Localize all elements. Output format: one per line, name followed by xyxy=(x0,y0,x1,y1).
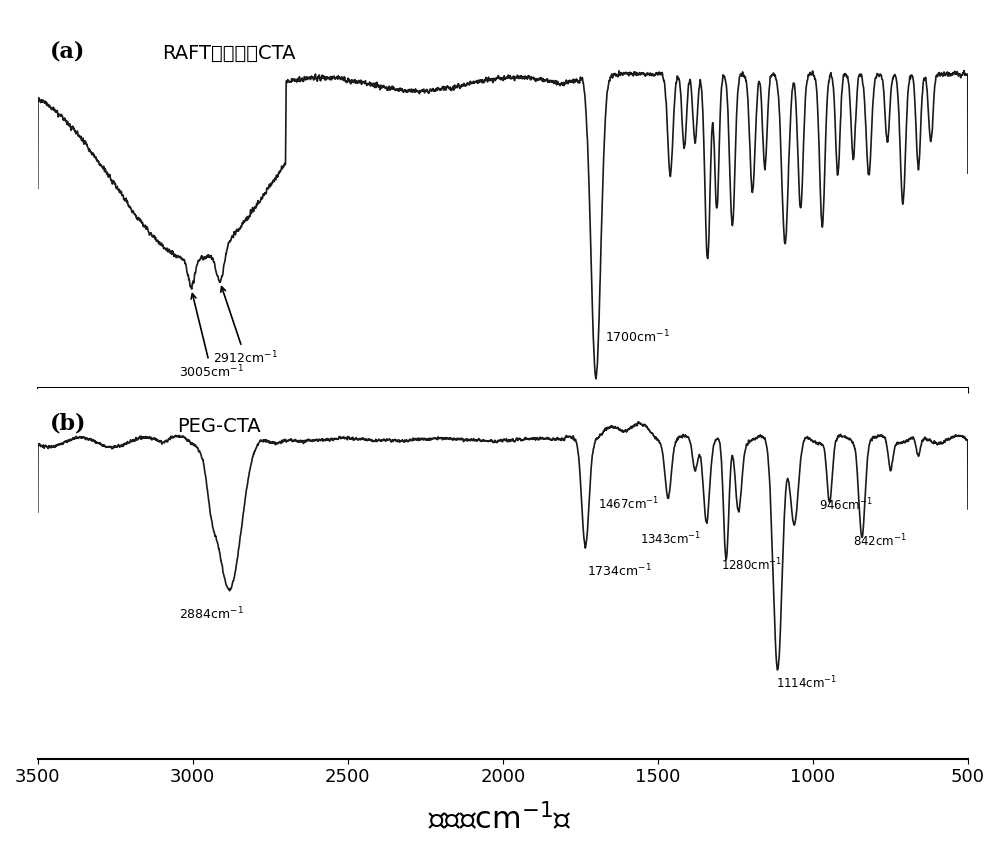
Text: 1114cm$^{-1}$: 1114cm$^{-1}$ xyxy=(776,675,837,691)
Text: 842cm$^{-1}$: 842cm$^{-1}$ xyxy=(853,532,907,549)
Text: PEG-CTA: PEG-CTA xyxy=(177,417,261,437)
Text: 1467cm$^{-1}$: 1467cm$^{-1}$ xyxy=(598,496,659,513)
Text: 946cm$^{-1}$: 946cm$^{-1}$ xyxy=(819,497,873,513)
Text: 3005cm$^{-1}$: 3005cm$^{-1}$ xyxy=(179,293,244,380)
Text: 1343cm$^{-1}$: 1343cm$^{-1}$ xyxy=(640,530,701,547)
Text: 1700cm$^{-1}$: 1700cm$^{-1}$ xyxy=(605,329,670,345)
Text: 1280cm$^{-1}$: 1280cm$^{-1}$ xyxy=(721,557,783,574)
Text: 波数（cm$^{-1}$）: 波数（cm$^{-1}$） xyxy=(428,802,572,835)
Text: 1734cm$^{-1}$: 1734cm$^{-1}$ xyxy=(587,563,652,579)
Text: (a): (a) xyxy=(50,40,86,62)
Text: 2884cm$^{-1}$: 2884cm$^{-1}$ xyxy=(179,605,244,622)
Text: 2912cm$^{-1}$: 2912cm$^{-1}$ xyxy=(213,287,278,367)
Text: (b): (b) xyxy=(50,412,87,434)
Text: RAFT链转移剂CTA: RAFT链转移剂CTA xyxy=(162,44,295,63)
